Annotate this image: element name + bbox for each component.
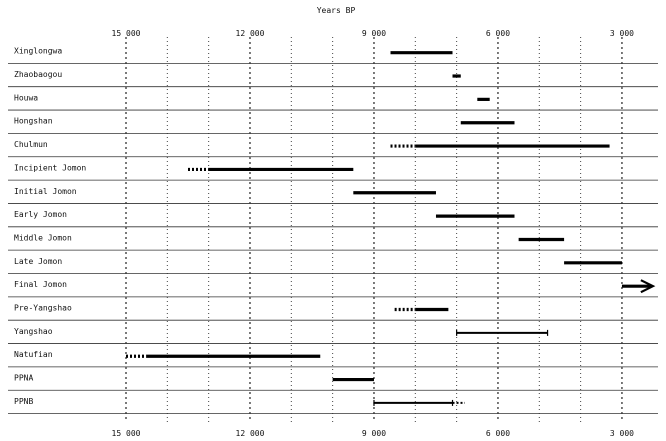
row-label: Final Jomon bbox=[14, 280, 67, 289]
row-label: Xinglongwa bbox=[14, 47, 62, 56]
row-label: PPNA bbox=[14, 374, 33, 383]
x-tick-label-top: 15 000 bbox=[112, 29, 141, 38]
x-tick-label-bottom: 3 000 bbox=[610, 429, 634, 438]
x-tick-label-top: 3 000 bbox=[610, 29, 634, 38]
row-label: Natufian bbox=[14, 350, 53, 359]
row-label: Hongshan bbox=[14, 117, 53, 126]
grid-layer bbox=[125, 37, 623, 422]
row-label: Chulmun bbox=[14, 140, 48, 149]
row-label: Zhaobaogou bbox=[14, 70, 62, 79]
x-tick-label-top: 6 000 bbox=[486, 29, 510, 38]
x-tick-label-bottom: 6 000 bbox=[486, 429, 510, 438]
chart-title: Years BP bbox=[317, 6, 356, 15]
x-tick-label-bottom: 9 000 bbox=[362, 429, 386, 438]
row-label: Late Jomon bbox=[14, 257, 62, 266]
row-label: Yangshao bbox=[14, 327, 53, 336]
row-label: Pre-Yangshao bbox=[14, 304, 72, 313]
rows-layer: Xinglongwa Zhaobaogou Houwa Hongshan Chulmun… bbox=[8, 47, 658, 415]
ticks-layer: 15 000 15 000 12 000 12 000 9 000 9 000 6 000 6… bbox=[112, 29, 635, 438]
row-label: Early Jomon bbox=[14, 210, 67, 219]
x-tick-label-bottom: 15 000 bbox=[112, 429, 141, 438]
x-tick-label-top: 12 000 bbox=[236, 29, 265, 38]
row-label: Middle Jomon bbox=[14, 233, 72, 242]
continuation-arrow bbox=[640, 279, 656, 294]
x-tick-label-top: 9 000 bbox=[362, 29, 386, 38]
row-label: Incipient Jomon bbox=[14, 163, 86, 172]
row-label: Initial Jomon bbox=[14, 187, 77, 196]
row-label: PPNB bbox=[14, 397, 33, 406]
bars-layer bbox=[126, 51, 656, 406]
row-label: Houwa bbox=[14, 93, 38, 102]
x-tick-label-bottom: 12 000 bbox=[236, 429, 265, 438]
